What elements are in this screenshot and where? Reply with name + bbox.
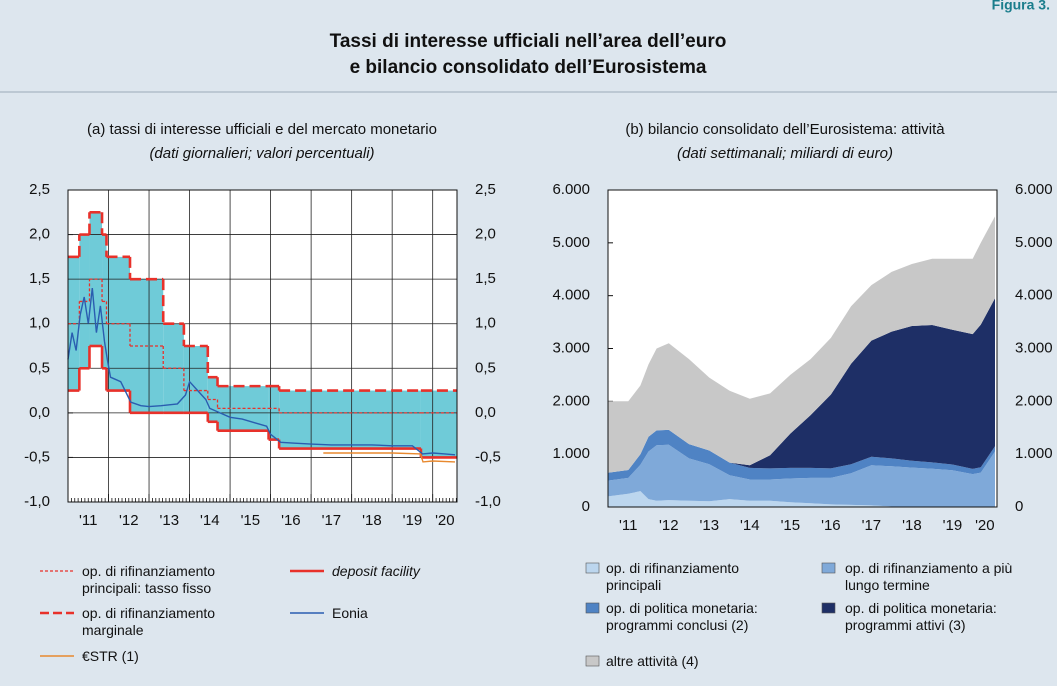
stacked-area bbox=[608, 216, 995, 473]
x-tick-label: '18 bbox=[362, 512, 382, 529]
y-tick-label: 1,0 bbox=[29, 315, 50, 332]
y2-tick-label: 4.000 bbox=[1015, 287, 1053, 304]
y-tick-label: 2,5 bbox=[29, 181, 50, 198]
y2-tick-label: 0,0 bbox=[475, 404, 496, 421]
legend-label: op. di rifinanziamento marginale bbox=[82, 605, 216, 638]
y2-tick-label: -1,0 bbox=[475, 493, 501, 510]
legend-label: altre attività (4) bbox=[606, 653, 699, 669]
legend-label: op. di rifinanziamento a più lungo termi… bbox=[845, 560, 1013, 593]
x-tick-label: '20 bbox=[435, 512, 455, 529]
y-tick-label: 4.000 bbox=[552, 287, 590, 304]
corridor-fill bbox=[207, 377, 218, 422]
y-tick-label: 2.000 bbox=[552, 392, 590, 409]
y2-tick-label: 1,0 bbox=[475, 315, 496, 332]
x-tick-label: '11 bbox=[79, 512, 97, 529]
y2-tick-label: 6.000 bbox=[1015, 181, 1053, 198]
x-tick-label: '12 bbox=[119, 512, 139, 529]
corridor-fill bbox=[183, 346, 208, 413]
y2-tick-label: 0 bbox=[1015, 498, 1023, 515]
x-tick-label: '17 bbox=[862, 517, 882, 534]
y-tick-label: 6.000 bbox=[552, 181, 590, 198]
legend-swatch bbox=[585, 602, 600, 614]
figure-title: e bilancio consolidato dell’Eurosistema bbox=[350, 57, 707, 78]
x-tick-label: '19 bbox=[943, 517, 963, 534]
legend-swatch bbox=[821, 602, 836, 614]
x-tick-label: '15 bbox=[241, 512, 261, 529]
chart-title: (b) bilancio consolidato dell’Eurosistem… bbox=[625, 121, 945, 138]
x-tick-label: '19 bbox=[403, 512, 423, 529]
y2-tick-label: 1,5 bbox=[475, 270, 496, 287]
x-tick-label: '13 bbox=[160, 512, 180, 529]
x-tick-label: '13 bbox=[700, 517, 720, 534]
stacked-area bbox=[608, 298, 995, 473]
stacked-area bbox=[608, 444, 995, 507]
stacked-area bbox=[608, 429, 995, 481]
y-tick-label: 0 bbox=[582, 498, 590, 515]
x-tick-label: '17 bbox=[322, 512, 342, 529]
y2-tick-label: 2.000 bbox=[1015, 392, 1053, 409]
legend-label: op. di politica monetaria: programmi con… bbox=[606, 600, 758, 633]
x-tick-label: '16 bbox=[821, 517, 841, 534]
x-tick-label: '15 bbox=[781, 517, 801, 534]
chart-title: (a) tassi di interesse ufficiali e del m… bbox=[87, 121, 437, 138]
corridor-fill bbox=[279, 390, 421, 449]
figure-label: Figura 3. bbox=[992, 0, 1050, 13]
x-tick-label: '12 bbox=[659, 517, 679, 534]
x-tick-label: '11 bbox=[619, 517, 637, 534]
y2-tick-label: 5.000 bbox=[1015, 234, 1053, 251]
legend-label: op. di rifinanziamento principali bbox=[606, 560, 740, 593]
x-tick-label: '14 bbox=[200, 512, 220, 529]
y2-tick-label: 1.000 bbox=[1015, 445, 1053, 462]
x-tick-label: '14 bbox=[740, 517, 760, 534]
y-tick-label: 0,0 bbox=[29, 404, 50, 421]
y-tick-label: 1.000 bbox=[552, 445, 590, 462]
figure-title: Tassi di interesse ufficiali nell’area d… bbox=[330, 31, 727, 52]
legend-swatch bbox=[585, 655, 600, 667]
legend-swatch bbox=[821, 562, 836, 574]
y-tick-label: -1,0 bbox=[24, 493, 50, 510]
y-tick-label: 5.000 bbox=[552, 234, 590, 251]
y-tick-label: 1,5 bbox=[29, 270, 50, 287]
x-tick-label: '16 bbox=[281, 512, 301, 529]
y2-tick-label: 3.000 bbox=[1015, 339, 1053, 356]
legend-swatch bbox=[585, 562, 600, 574]
legend-label: op. di rifinanziamento principali: tasso… bbox=[82, 563, 216, 596]
x-tick-label: '18 bbox=[902, 517, 922, 534]
chart-subtitle: (dati settimanali; miliardi di euro) bbox=[677, 145, 893, 162]
legend-label: deposit facility bbox=[332, 563, 420, 579]
chart-subtitle: (dati giornalieri; valori percentuali) bbox=[149, 145, 374, 162]
y-tick-label: 0,5 bbox=[29, 359, 50, 376]
plot-frame bbox=[607, 189, 998, 508]
corridor-fill bbox=[420, 390, 457, 458]
rate-line bbox=[67, 288, 456, 456]
legend-label: op. di politica monetaria: programmi att… bbox=[845, 600, 997, 633]
legend-label: Eonia bbox=[332, 605, 368, 621]
y-tick-label: 2,0 bbox=[29, 226, 50, 243]
rate-line bbox=[323, 452, 456, 463]
y2-tick-label: 0,5 bbox=[475, 359, 496, 376]
y2-tick-label: 2,0 bbox=[475, 226, 496, 243]
y2-tick-label: 2,5 bbox=[475, 181, 496, 198]
y-tick-label: -0,5 bbox=[24, 448, 50, 465]
legend-label: €STR (1) bbox=[82, 648, 139, 664]
x-tick-label: '20 bbox=[975, 517, 995, 534]
plot-frame bbox=[67, 189, 458, 503]
y2-tick-label: -0,5 bbox=[475, 448, 501, 465]
y-tick-label: 3.000 bbox=[552, 339, 590, 356]
stacked-area bbox=[608, 491, 995, 507]
